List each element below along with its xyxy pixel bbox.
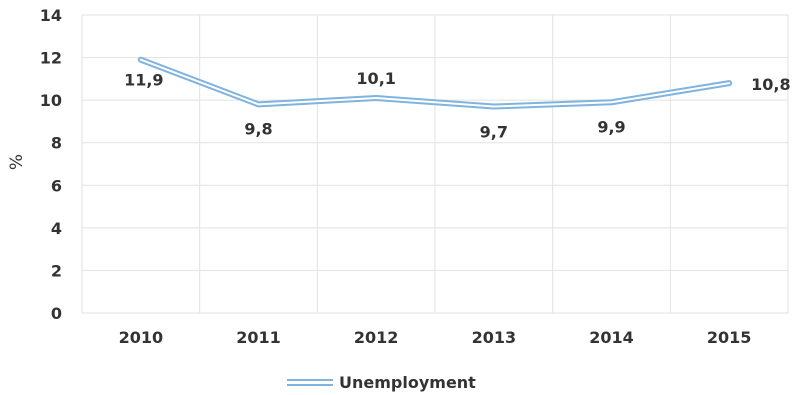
legend: Unemployment [287, 370, 476, 394]
y-tick-label-2: 2 [51, 261, 62, 280]
y-tick-label-8: 8 [51, 134, 62, 153]
data-label-2011: 9,8 [244, 119, 272, 138]
data-label-2010: 11,9 [124, 71, 163, 90]
grid [81, 14, 789, 314]
data-label-2014: 9,9 [597, 117, 625, 136]
legend-swatch-unemployment [287, 378, 333, 386]
series-line-inner [139, 58, 731, 108]
x-tick-label-2011: 2011 [236, 328, 281, 347]
y-axis-label: % [7, 154, 27, 170]
data-label-2015: 10,8 [751, 75, 790, 94]
y-tick-label-12: 12 [40, 49, 62, 68]
x-tick-label-2010: 2010 [119, 328, 164, 347]
y-tick-label-10: 10 [40, 91, 62, 110]
series-unemployment [137, 56, 733, 110]
x-axis-ticks: 2010 2011 2012 2013 2014 2015 [119, 328, 752, 347]
legend-label-unemployment: Unemployment [339, 372, 476, 392]
data-labels: 11,9 9,8 10,1 9,7 9,9 10,8 [124, 69, 791, 142]
y-tick-label-14: 14 [40, 6, 62, 25]
y-tick-label-6: 6 [51, 176, 62, 195]
x-tick-label-2014: 2014 [589, 328, 634, 347]
y-tick-label-4: 4 [51, 219, 62, 238]
x-tick-label-2013: 2013 [472, 328, 517, 347]
data-label-2012: 10,1 [356, 69, 395, 88]
data-label-2013: 9,7 [480, 123, 508, 142]
x-tick-label-2015: 2015 [707, 328, 752, 347]
y-tick-label-0: 0 [51, 304, 62, 323]
y-axis-ticks: 0 2 4 6 8 10 12 14 [40, 6, 62, 323]
x-tick-label-2012: 2012 [354, 328, 399, 347]
